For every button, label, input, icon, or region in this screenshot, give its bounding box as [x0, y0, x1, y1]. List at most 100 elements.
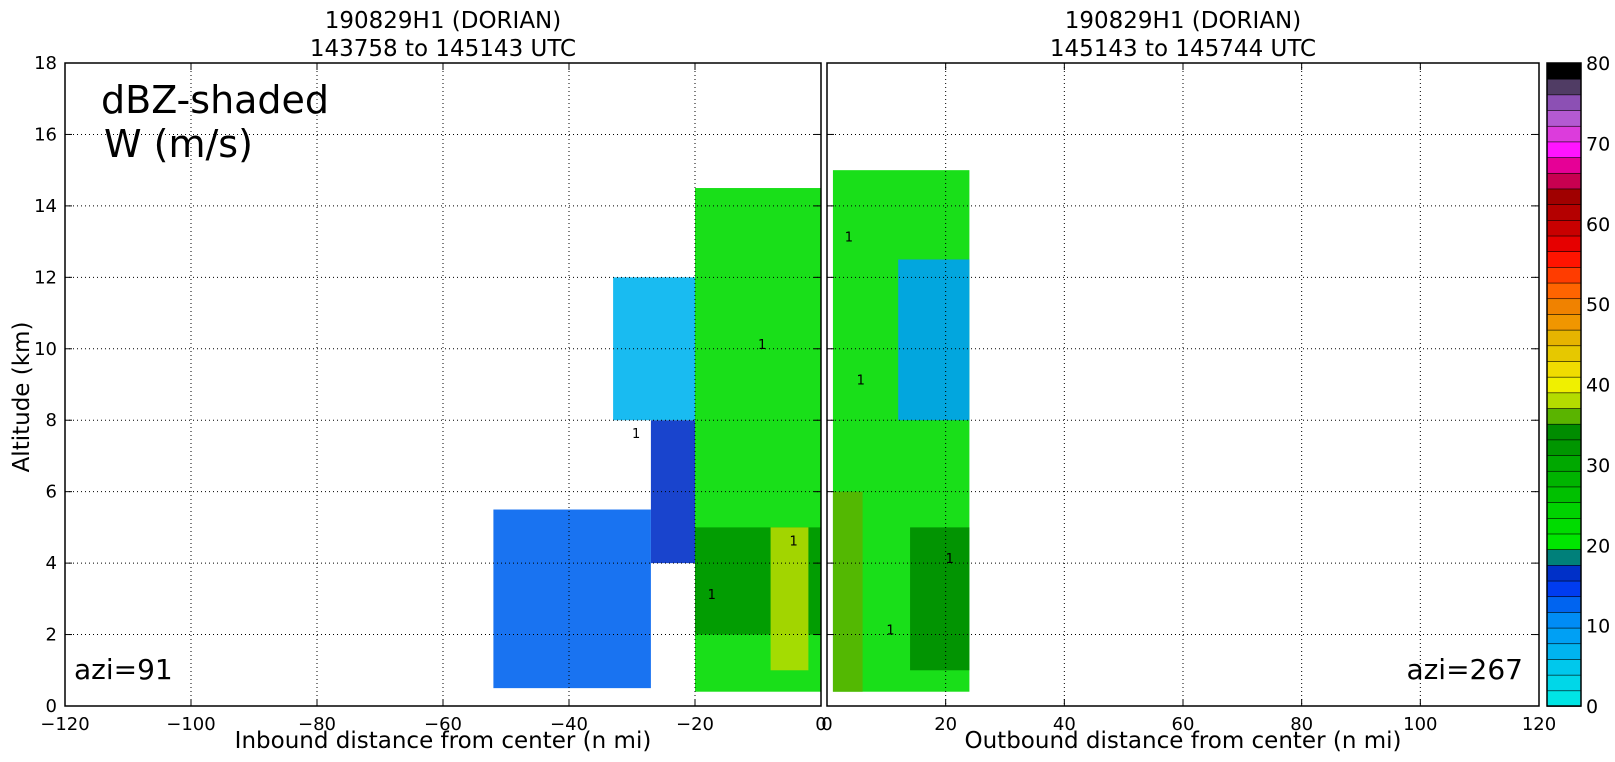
colorbar-tick-label: 0 [1586, 696, 1598, 718]
inbound-ylabel: Altitude (km) [9, 322, 35, 473]
y-tick-label: 18 [34, 53, 57, 74]
y-tick-label: 8 [46, 410, 57, 431]
colorbar-swatch [1546, 423, 1582, 441]
x-tick-label: 100 [1403, 714, 1437, 735]
inbound-azimuth-label: azi=91 [74, 653, 173, 686]
inbound-title-line2: 143758 to 145143 UTC [310, 36, 576, 62]
colorbar-swatch [1546, 344, 1582, 362]
colorbar-swatch [1546, 690, 1582, 707]
inbound-title-line1: 190829H1 (DORIAN) [325, 8, 562, 34]
colorbar-swatch [1546, 517, 1582, 535]
colorbar-swatch [1546, 454, 1582, 472]
reflectivity-region [493, 509, 651, 689]
reflectivity-region [650, 420, 695, 564]
colorbar-swatch [1546, 595, 1582, 613]
colorbar-swatch [1546, 282, 1582, 300]
inbound-xlabel: Inbound distance from center (n mi) [235, 728, 652, 754]
w-contour-label: 1 [946, 552, 954, 567]
x-tick-label: 40 [1053, 714, 1076, 735]
colorbar-swatch [1546, 674, 1582, 692]
w-contour-label: 1 [708, 588, 716, 603]
colorbar-frame [1546, 62, 1582, 707]
x-tick-label: 0 [821, 714, 832, 735]
outbound-title-line1: 190829H1 (DORIAN) [1065, 8, 1302, 34]
reflectivity-region [832, 491, 863, 692]
colorbar-swatch [1546, 627, 1582, 645]
outbound-xlabel: Outbound distance from center (n mi) [965, 728, 1402, 754]
y-tick-label: 16 [34, 124, 57, 145]
outbound-title-line2: 145143 to 145744 UTC [1050, 36, 1316, 62]
colorbar-swatch [1546, 564, 1582, 582]
y-tick-label: 6 [46, 482, 57, 503]
colorbar-swatch [1546, 109, 1582, 127]
x-tick-label: −40 [550, 714, 588, 735]
x-tick-label: 120 [1522, 714, 1556, 735]
x-tick-label: −80 [298, 714, 336, 735]
colorbar-tick-label: 30 [1586, 455, 1610, 477]
outbound-panel: 190829H1 (DORIAN) 145143 to 145744 UTC 1… [821, 8, 1556, 754]
x-tick-label: 80 [1290, 714, 1313, 735]
colorbar-swatch [1546, 250, 1582, 268]
inbound-annotation-w: W (m/s) [104, 122, 253, 166]
outbound-azimuth-label: azi=267 [1406, 653, 1523, 686]
w-contour-label: 1 [758, 338, 766, 353]
colorbar-swatch [1546, 266, 1582, 284]
colorbar-tick-label: 20 [1586, 535, 1610, 557]
inbound-panel: 190829H1 (DORIAN) 143758 to 145143 UTC 1… [9, 8, 827, 754]
colorbar-swatch [1546, 501, 1582, 519]
x-tick-label: −60 [424, 714, 462, 735]
colorbar-swatch [1546, 407, 1582, 425]
colorbar-swatch [1546, 580, 1582, 598]
x-tick-label: −20 [676, 714, 714, 735]
colorbar-tick-label: 60 [1586, 214, 1610, 236]
colorbar-swatch [1546, 172, 1582, 190]
colorbar-tick-label: 40 [1586, 375, 1610, 397]
y-tick-label: 12 [34, 267, 57, 288]
colorbar-tick-label: 70 [1586, 133, 1610, 155]
dbz-colorbar: 0 10 20 30 40 50 60 70 80 [1546, 53, 1610, 718]
x-tick-label: −100 [166, 714, 215, 735]
w-contour-label: 1 [845, 231, 853, 246]
y-tick-label: 4 [46, 553, 57, 574]
colorbar-swatch [1546, 329, 1582, 347]
x-tick-label: 60 [1172, 714, 1195, 735]
colorbar-swatch [1546, 94, 1582, 111]
colorbar-tick-label: 80 [1586, 53, 1610, 75]
reflectivity-region [910, 527, 970, 671]
colorbar-swatch [1546, 78, 1582, 96]
colorbar-swatch [1546, 141, 1582, 158]
colorbar-tick-label: 50 [1586, 294, 1610, 316]
y-tick-label: 10 [34, 339, 57, 360]
colorbar-swatch [1546, 219, 1582, 237]
x-tick-label: −120 [40, 714, 89, 735]
colorbar-swatch [1546, 642, 1582, 660]
inbound-plot-area: 1 1 1 1 −120 −100 −80 −60 −40 −20 0 0 2 4 6 8 10 12 14 16 18 [34, 53, 827, 735]
reflectivity-region [898, 259, 970, 421]
outbound-plot-area: 1 1 1 1 0 20 40 60 80 100 120 [821, 62, 1556, 735]
colorbar-swatch [1546, 548, 1582, 566]
colorbar-swatch [1546, 203, 1582, 221]
y-tick-label: 14 [34, 196, 57, 217]
colorbar-swatch [1546, 125, 1582, 143]
colorbar-swatch [1546, 486, 1582, 503]
colorbar-swatch [1546, 156, 1582, 174]
y-tick-label: 0 [46, 696, 57, 717]
x-tick-label: 0 [815, 714, 826, 735]
inbound-annotation-dbz-shaded: dBZ-shaded [101, 78, 329, 122]
colorbar-swatch [1546, 235, 1582, 252]
w-contour-label: 1 [790, 534, 798, 549]
colorbar-swatch [1546, 62, 1582, 80]
w-contour-label: 1 [632, 427, 640, 442]
colorbar-swatch [1546, 611, 1582, 629]
reflectivity-region [770, 527, 809, 671]
w-contour-label: 1 [886, 624, 894, 639]
w-contour-label: 1 [857, 374, 865, 389]
colorbar-swatch [1546, 376, 1582, 394]
x-tick-label: 20 [934, 714, 957, 735]
colorbar-swatch [1546, 439, 1582, 456]
colorbar-tick-label: 10 [1586, 616, 1610, 638]
colorbar-swatch [1546, 297, 1582, 315]
colorbar-swatch [1546, 392, 1582, 409]
colorbar-swatch [1546, 360, 1582, 378]
